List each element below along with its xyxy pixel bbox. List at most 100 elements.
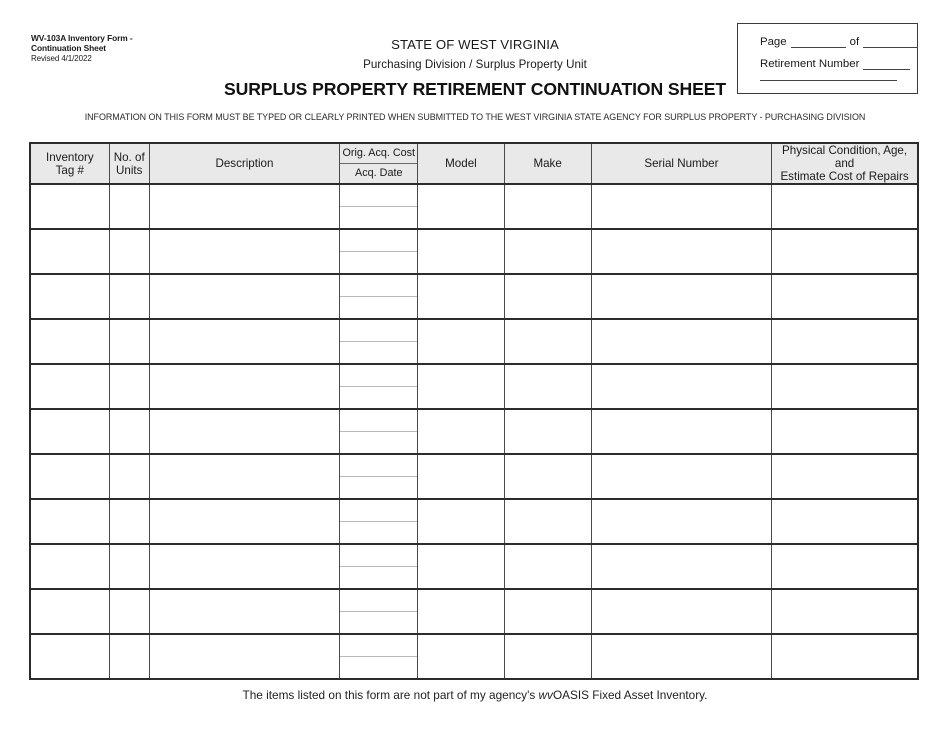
cell-description[interactable] bbox=[148, 184, 341, 230]
cell-orig-acq-cost[interactable] bbox=[340, 500, 418, 522]
cell-orig-acq-cost[interactable] bbox=[340, 275, 418, 297]
cell-model[interactable] bbox=[417, 229, 505, 275]
cell-inventory-tag[interactable] bbox=[28, 544, 110, 590]
cell-physical-condition[interactable] bbox=[771, 319, 920, 365]
cell-serial-number[interactable] bbox=[590, 364, 773, 410]
cell-model[interactable] bbox=[417, 544, 505, 590]
cell-physical-condition[interactable] bbox=[771, 229, 920, 275]
retirement-number-overflow-field[interactable] bbox=[760, 80, 897, 81]
cell-physical-condition[interactable] bbox=[771, 589, 920, 635]
cell-acq-date[interactable] bbox=[340, 477, 417, 499]
cell-no-of-units[interactable] bbox=[108, 364, 150, 410]
cell-acq-date[interactable] bbox=[340, 657, 417, 679]
cell-serial-number[interactable] bbox=[590, 274, 773, 320]
cell-orig-acq-cost[interactable] bbox=[340, 410, 418, 432]
cell-make[interactable] bbox=[503, 454, 592, 500]
cell-physical-condition[interactable] bbox=[771, 634, 920, 680]
cell-serial-number[interactable] bbox=[590, 409, 773, 455]
cell-model[interactable] bbox=[417, 184, 505, 230]
cell-acq-date[interactable] bbox=[340, 252, 417, 274]
cell-make[interactable] bbox=[503, 229, 592, 275]
cell-physical-condition[interactable] bbox=[771, 544, 920, 590]
cell-no-of-units[interactable] bbox=[108, 319, 150, 365]
cell-serial-number[interactable] bbox=[590, 319, 773, 365]
cell-inventory-tag[interactable] bbox=[28, 454, 110, 500]
cell-make[interactable] bbox=[503, 499, 592, 545]
cell-serial-number[interactable] bbox=[590, 184, 773, 230]
cell-orig-acq-cost[interactable] bbox=[340, 590, 418, 612]
cell-orig-acq-cost[interactable] bbox=[340, 365, 418, 387]
cell-description[interactable] bbox=[148, 364, 341, 410]
cell-acq-date[interactable] bbox=[340, 207, 417, 229]
cell-acq-date[interactable] bbox=[340, 567, 417, 589]
cell-inventory-tag[interactable] bbox=[28, 364, 110, 410]
cell-physical-condition[interactable] bbox=[771, 409, 920, 455]
page-total-field[interactable] bbox=[863, 36, 918, 48]
cell-inventory-tag[interactable] bbox=[28, 274, 110, 320]
cell-physical-condition[interactable] bbox=[771, 184, 920, 230]
cell-serial-number[interactable] bbox=[590, 229, 773, 275]
cell-inventory-tag[interactable] bbox=[28, 184, 110, 230]
cell-make[interactable] bbox=[503, 274, 592, 320]
cell-physical-condition[interactable] bbox=[771, 274, 920, 320]
cell-acq-date[interactable] bbox=[340, 432, 417, 454]
cell-serial-number[interactable] bbox=[590, 454, 773, 500]
cell-orig-acq-cost[interactable] bbox=[340, 545, 418, 567]
cell-no-of-units[interactable] bbox=[108, 274, 150, 320]
cell-orig-acq-cost[interactable] bbox=[340, 185, 418, 207]
cell-make[interactable] bbox=[503, 184, 592, 230]
cell-make[interactable] bbox=[503, 409, 592, 455]
cell-description[interactable] bbox=[148, 499, 341, 545]
cell-physical-condition[interactable] bbox=[771, 499, 920, 545]
cell-inventory-tag[interactable] bbox=[28, 589, 110, 635]
cell-make[interactable] bbox=[503, 364, 592, 410]
cell-inventory-tag[interactable] bbox=[28, 634, 110, 680]
cell-inventory-tag[interactable] bbox=[28, 499, 110, 545]
cell-model[interactable] bbox=[417, 499, 505, 545]
cell-make[interactable] bbox=[503, 589, 592, 635]
cell-no-of-units[interactable] bbox=[108, 544, 150, 590]
cell-acq-date[interactable] bbox=[340, 297, 417, 319]
cell-no-of-units[interactable] bbox=[108, 184, 150, 230]
cell-make[interactable] bbox=[503, 319, 592, 365]
cell-no-of-units[interactable] bbox=[108, 409, 150, 455]
cell-physical-condition[interactable] bbox=[771, 454, 920, 500]
cell-description[interactable] bbox=[148, 409, 341, 455]
retirement-number-field[interactable] bbox=[863, 58, 911, 70]
cell-description[interactable] bbox=[148, 454, 341, 500]
page-number-field[interactable] bbox=[790, 36, 846, 48]
cell-model[interactable] bbox=[417, 454, 505, 500]
cell-acq-date[interactable] bbox=[340, 342, 417, 364]
cell-acq-date[interactable] bbox=[340, 612, 417, 634]
cell-orig-acq-cost[interactable] bbox=[340, 635, 418, 657]
cell-orig-acq-cost[interactable] bbox=[340, 455, 418, 477]
cell-model[interactable] bbox=[417, 634, 505, 680]
cell-no-of-units[interactable] bbox=[108, 454, 150, 500]
cell-description[interactable] bbox=[148, 544, 341, 590]
cell-description[interactable] bbox=[148, 319, 341, 365]
cell-description[interactable] bbox=[148, 634, 341, 680]
cell-make[interactable] bbox=[503, 634, 592, 680]
cell-model[interactable] bbox=[417, 319, 505, 365]
cell-physical-condition[interactable] bbox=[771, 364, 920, 410]
cell-orig-acq-cost[interactable] bbox=[340, 230, 418, 252]
cell-model[interactable] bbox=[417, 409, 505, 455]
cell-no-of-units[interactable] bbox=[108, 589, 150, 635]
cell-no-of-units[interactable] bbox=[108, 229, 150, 275]
cell-description[interactable] bbox=[148, 589, 341, 635]
cell-model[interactable] bbox=[417, 274, 505, 320]
cell-inventory-tag[interactable] bbox=[28, 319, 110, 365]
cell-serial-number[interactable] bbox=[590, 634, 773, 680]
cell-model[interactable] bbox=[417, 589, 505, 635]
cell-no-of-units[interactable] bbox=[108, 634, 150, 680]
cell-make[interactable] bbox=[503, 544, 592, 590]
cell-serial-number[interactable] bbox=[590, 589, 773, 635]
cell-serial-number[interactable] bbox=[590, 499, 773, 545]
cell-inventory-tag[interactable] bbox=[28, 229, 110, 275]
cell-serial-number[interactable] bbox=[590, 544, 773, 590]
cell-description[interactable] bbox=[148, 229, 341, 275]
cell-acq-date[interactable] bbox=[340, 387, 417, 409]
cell-orig-acq-cost[interactable] bbox=[340, 320, 418, 342]
cell-description[interactable] bbox=[148, 274, 341, 320]
cell-no-of-units[interactable] bbox=[108, 499, 150, 545]
